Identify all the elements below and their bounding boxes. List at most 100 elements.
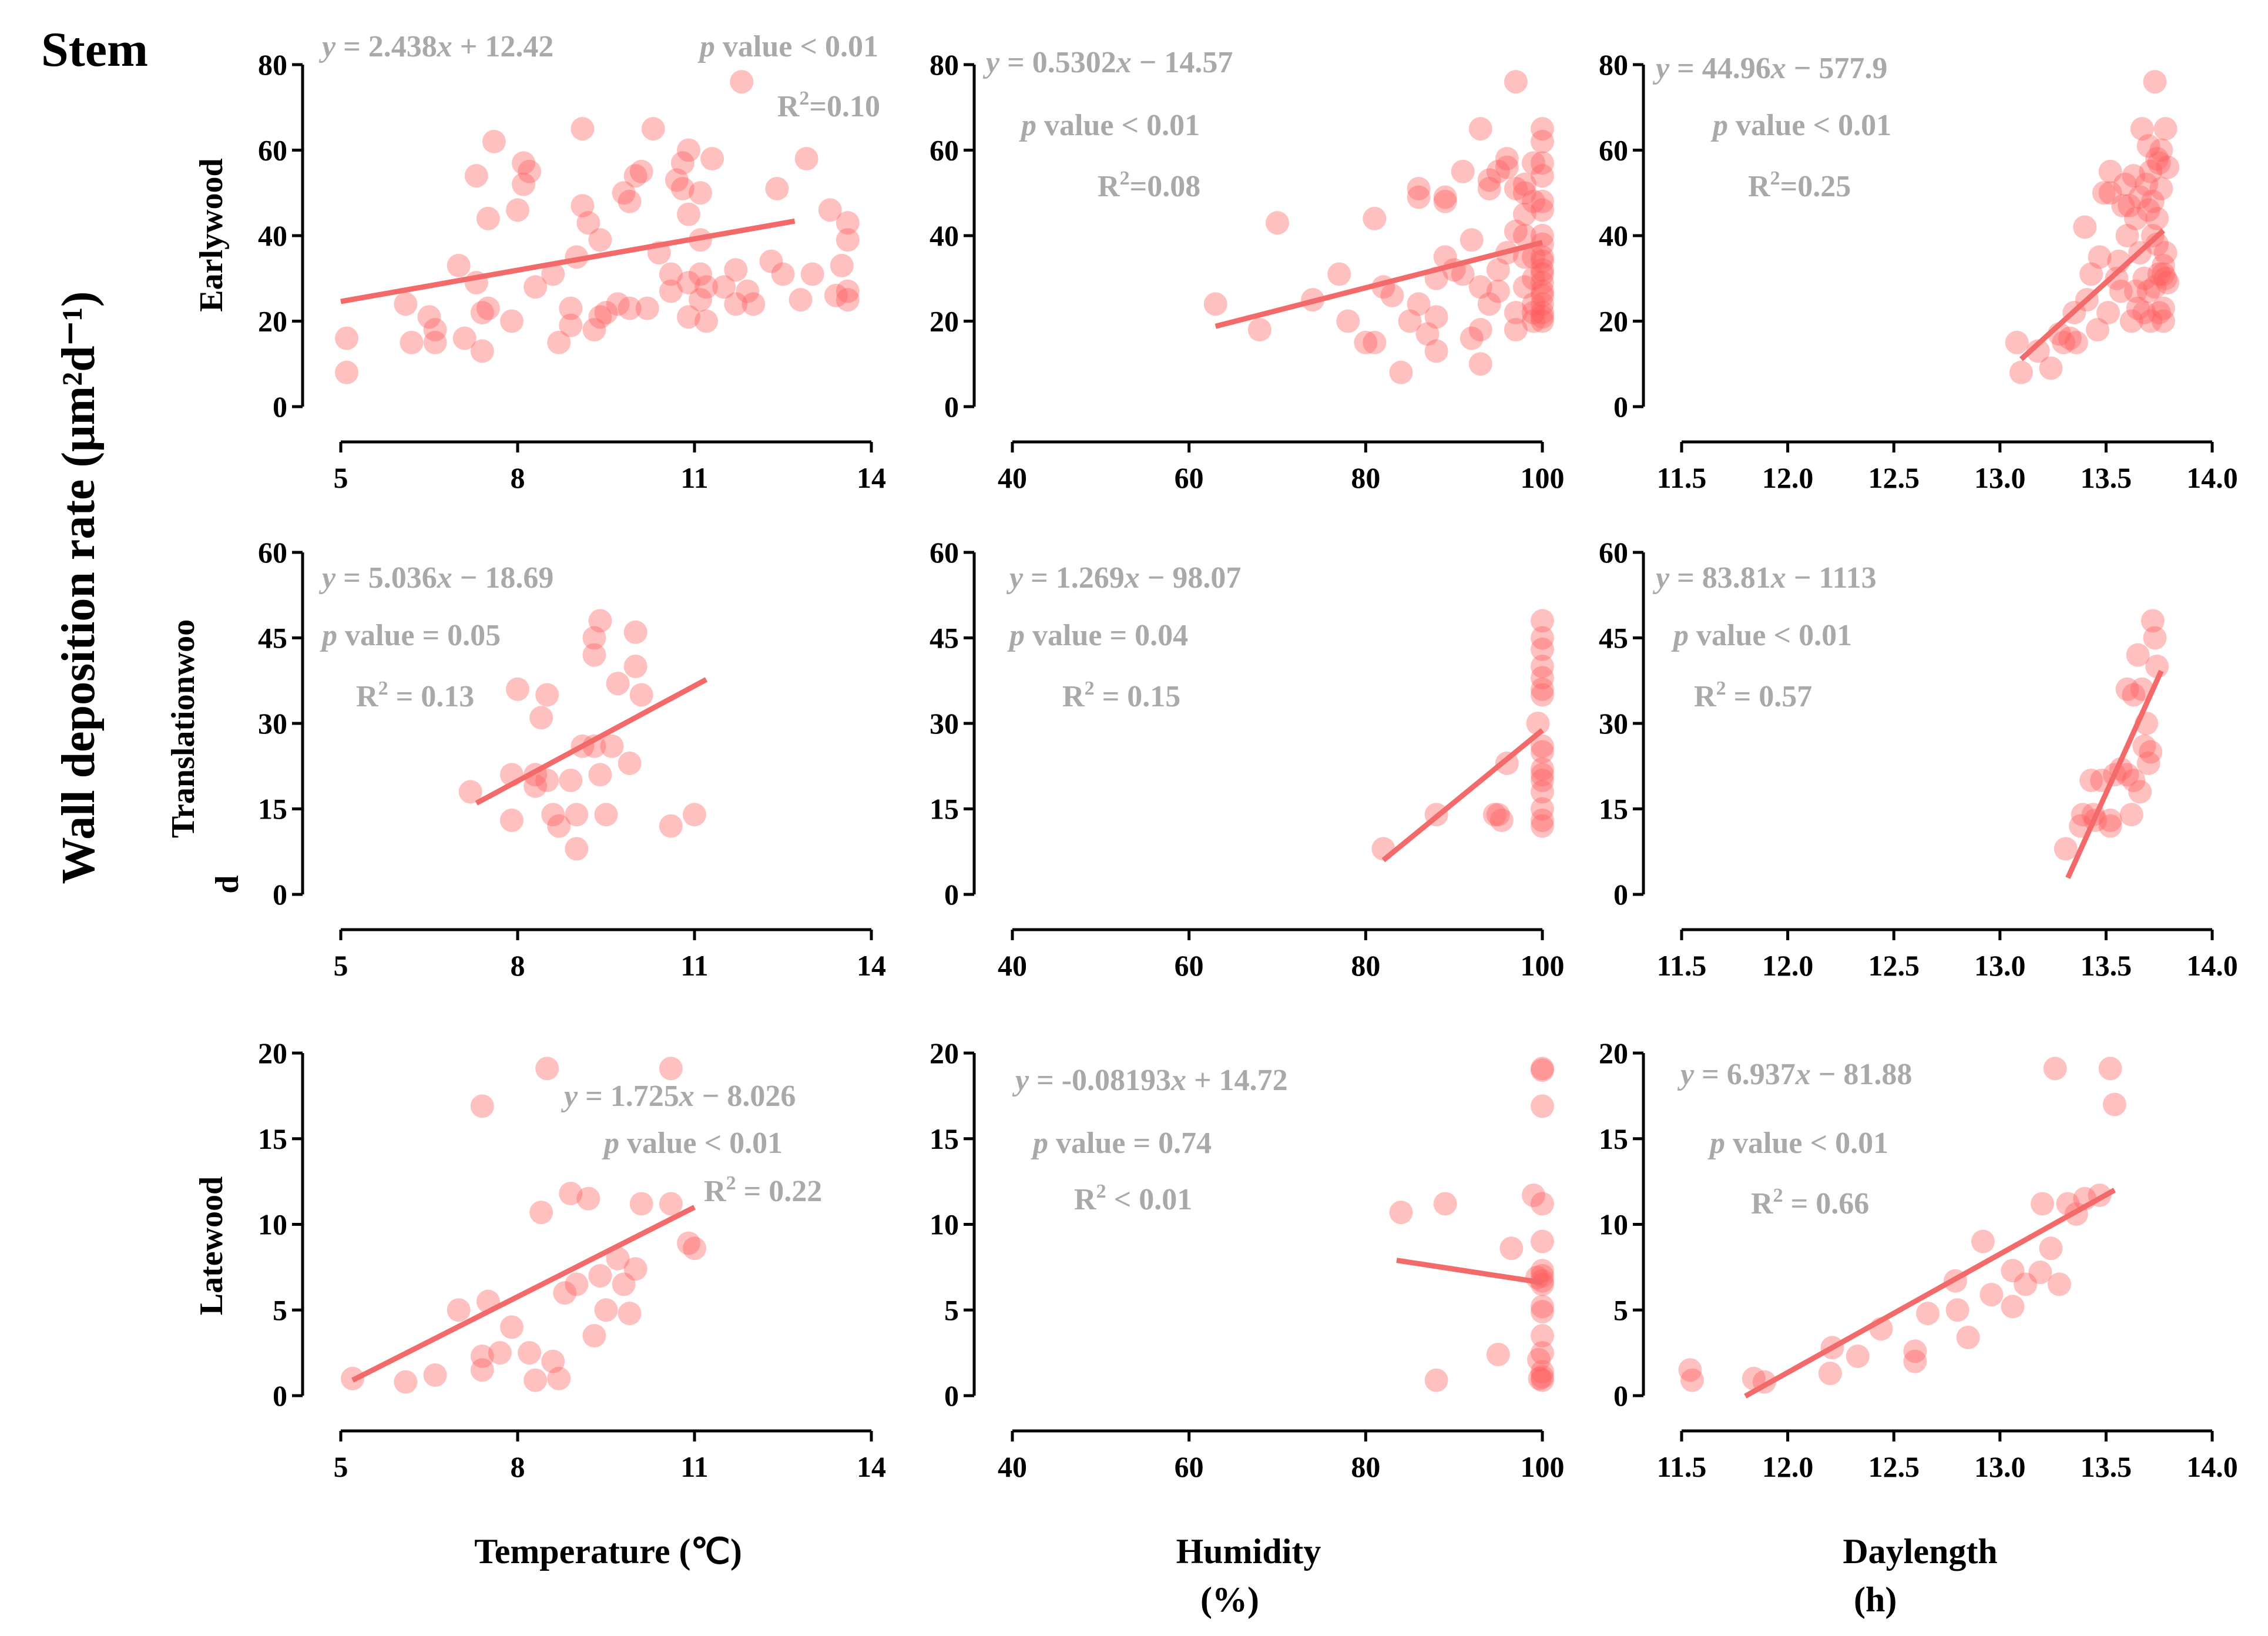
data-point xyxy=(2143,626,2167,650)
data-point xyxy=(1818,1362,1842,1386)
stem-label: Stem xyxy=(41,22,148,77)
data-point xyxy=(623,1257,647,1281)
data-point xyxy=(2098,181,2122,205)
data-point xyxy=(1486,803,1510,827)
data-point xyxy=(1424,339,1448,363)
data-point xyxy=(1495,155,1519,179)
y-tick-label: 80 xyxy=(930,48,959,81)
y-tick-label: 20 xyxy=(1599,1037,1628,1070)
x-tick-label: 12.0 xyxy=(1762,949,1814,982)
data-point xyxy=(2132,300,2156,324)
regression-line xyxy=(351,1205,696,1383)
y-tick-label: 60 xyxy=(1599,536,1628,569)
data-point xyxy=(2047,1272,2071,1296)
y-tick-label: 30 xyxy=(930,707,959,740)
data-point xyxy=(2028,1260,2052,1285)
x-tick-label: 60 xyxy=(1175,461,1204,494)
data-point xyxy=(676,1231,700,1255)
y-tick-label: 60 xyxy=(1599,134,1628,167)
data-point xyxy=(1482,803,1507,827)
data-point xyxy=(1327,262,1351,286)
x-tick-label: 14.0 xyxy=(2186,949,2238,982)
data-point xyxy=(1521,1183,1545,1207)
x-tick-label: 60 xyxy=(1175,1450,1204,1483)
data-point xyxy=(2098,159,2122,183)
regression-equation: y = 1.725x − 8.026 xyxy=(561,1080,796,1113)
data-point xyxy=(2149,138,2173,162)
data-point xyxy=(2119,803,2143,827)
data-point xyxy=(695,275,719,299)
data-point xyxy=(423,318,447,342)
data-point xyxy=(1531,1259,1554,1283)
data-point xyxy=(394,292,418,316)
data-point xyxy=(1512,181,1536,205)
data-point xyxy=(695,309,719,333)
data-point xyxy=(470,300,494,324)
data-point xyxy=(547,1366,571,1390)
regression-line xyxy=(1396,1258,1543,1286)
data-point xyxy=(423,330,447,354)
x-tick-label: 14.0 xyxy=(2186,1450,2238,1483)
regression-line xyxy=(2019,228,2165,361)
y-axis-main-label: Wall deposition rate (μm²d⁻¹) xyxy=(53,291,105,884)
data-point xyxy=(1495,147,1519,171)
data-point xyxy=(618,189,642,213)
data-point xyxy=(2140,224,2165,247)
data-point xyxy=(547,814,571,838)
data-point xyxy=(836,279,860,303)
data-point xyxy=(547,330,571,354)
y-tick-label: 0 xyxy=(273,878,287,911)
data-point xyxy=(2136,751,2160,775)
data-point xyxy=(2136,198,2160,222)
regression-equation: y = 2.438x + 12.42 xyxy=(318,30,553,63)
data-point xyxy=(2056,1192,2080,1216)
data-point xyxy=(606,1246,630,1270)
y-tick-label: 15 xyxy=(1599,1122,1628,1155)
data-point xyxy=(2026,339,2050,363)
data-point xyxy=(2001,1259,2025,1283)
data-point xyxy=(499,1315,524,1339)
data-point xyxy=(1915,1302,1940,1326)
data-point xyxy=(1531,609,1554,633)
data-point xyxy=(2130,117,2154,141)
data-point xyxy=(470,1094,494,1118)
data-point xyxy=(524,1368,548,1392)
y-tick-label: 10 xyxy=(930,1208,959,1241)
data-point xyxy=(1451,262,1475,286)
data-point xyxy=(1407,185,1431,209)
y-tick-label: 0 xyxy=(1613,1379,1628,1412)
data-point xyxy=(582,643,606,667)
data-point xyxy=(659,814,683,838)
x-tick-label: 5 xyxy=(334,461,348,494)
data-point xyxy=(2132,266,2156,290)
data-point xyxy=(2145,147,2169,171)
row-label-earlywood: Earlywood xyxy=(193,158,230,311)
data-point xyxy=(689,288,713,312)
y-tick-label: 0 xyxy=(944,390,959,423)
data-point xyxy=(1531,683,1554,707)
regression-line xyxy=(2065,669,2164,879)
regression-equation: y = 6.937x − 81.88 xyxy=(1677,1058,1912,1091)
data-point xyxy=(1266,211,1289,235)
data-point xyxy=(1433,185,1457,209)
p-value-annotation: p value < 0.01 xyxy=(1019,109,1200,142)
data-point xyxy=(576,1186,600,1211)
panel-latewood-humidity: 0 5 10 15 20 40 60 80 100 y = -0.08193x + 14.72 p … xyxy=(930,1037,1565,1483)
data-point xyxy=(623,164,647,188)
panel-translationwood-daylength: 0 15 30 45 60 11.5 12.0 12.5 13.0 13.5 14.0 y = 83.… xyxy=(1599,536,2238,982)
data-point xyxy=(623,655,647,678)
data-point xyxy=(529,1201,553,1225)
data-point xyxy=(2109,279,2133,303)
y-tick-label: 10 xyxy=(258,1208,287,1241)
y-tick-label: 15 xyxy=(930,793,959,826)
r-squared-annotation: R2=0.25 xyxy=(1748,167,1851,203)
data-point xyxy=(629,1192,653,1216)
y-tick-label: 20 xyxy=(1599,305,1628,338)
x-tick-label: 5 xyxy=(334,1450,348,1483)
data-point xyxy=(1512,275,1536,299)
col-label-humidity-unit: (%) xyxy=(1200,1580,1259,1619)
data-point xyxy=(559,1182,583,1206)
y-tick-label: 0 xyxy=(273,1379,287,1412)
data-point xyxy=(1531,1058,1554,1082)
y-tick-label: 60 xyxy=(930,134,959,167)
